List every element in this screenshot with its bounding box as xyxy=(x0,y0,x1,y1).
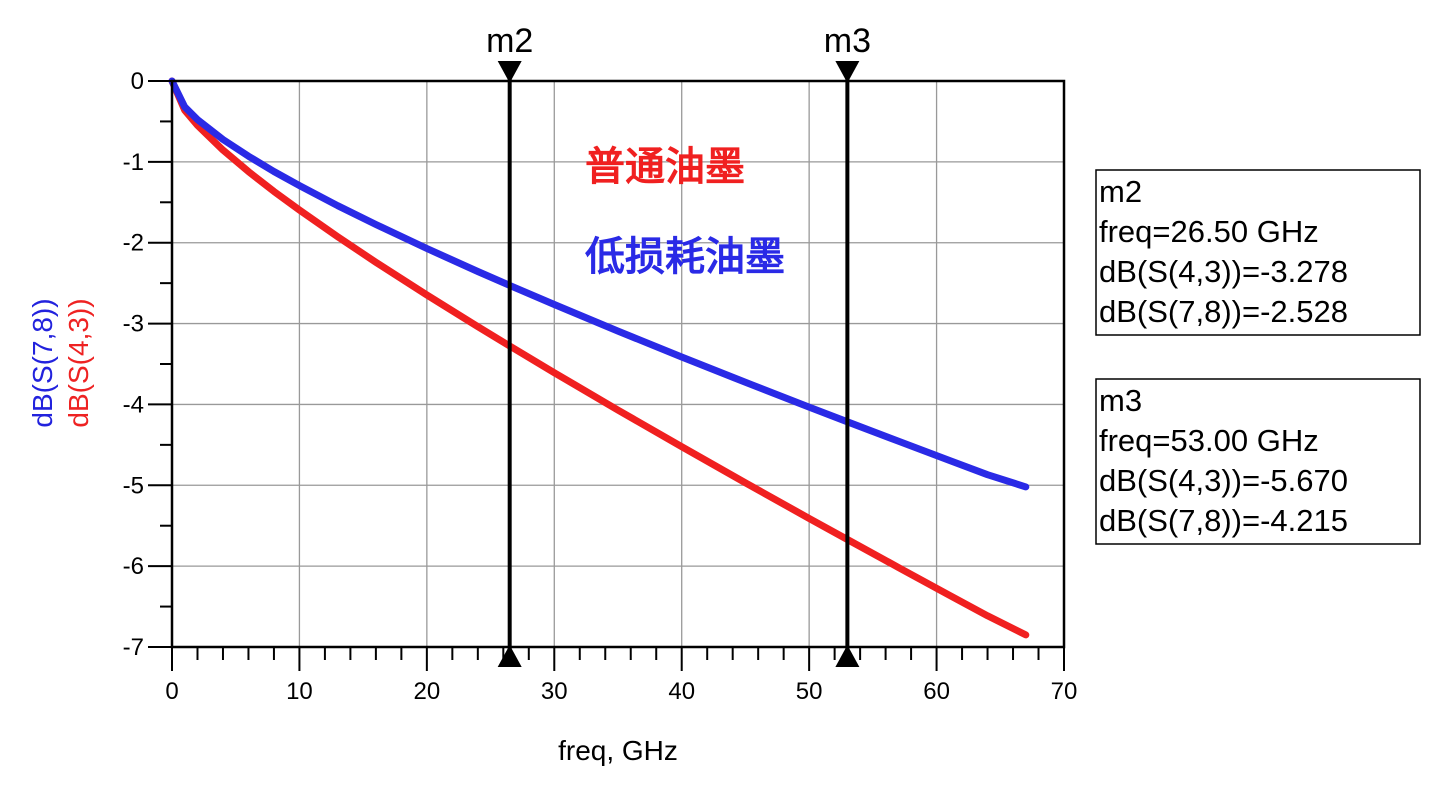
x-tick-label: 40 xyxy=(668,678,695,705)
marker-label-m3: m3 xyxy=(824,22,871,60)
y-tick-label: -6 xyxy=(123,553,144,580)
series-layer xyxy=(168,77,1030,639)
y-tick-label: -3 xyxy=(123,311,144,338)
y-tick-label: -2 xyxy=(123,230,144,257)
marker-readout-line: freq=26.50 GHz xyxy=(1099,214,1319,249)
y-tick-label: 0 xyxy=(131,68,144,95)
series-line-78 xyxy=(168,77,1030,491)
marker-readout-box-m3 xyxy=(1095,378,1421,545)
markers-layer: m2 m3 xyxy=(486,22,871,667)
y-tick-label: -7 xyxy=(123,634,144,661)
marker-readout-line: m3 xyxy=(1099,383,1142,418)
annotation-low-loss-ink: 低损耗油墨 xyxy=(585,235,785,279)
y-axis-label-s43: dB(S(4,3)) xyxy=(63,298,94,427)
x-tick-label: 0 xyxy=(165,678,178,705)
marker-readout-line: dB(S(7,8))=-2.528 xyxy=(1099,294,1348,329)
marker-triangle-up-icon xyxy=(835,645,860,667)
annotation-normal-ink: 普通油墨 xyxy=(585,145,745,189)
x-tick-label: 20 xyxy=(414,678,441,705)
marker-label-m2: m2 xyxy=(486,22,533,60)
y-tick-label: -4 xyxy=(123,391,144,418)
marker-triangle-down-icon xyxy=(835,61,860,83)
marker-triangle-up-icon xyxy=(497,645,522,667)
marker-readouts: m2 freq=26.50 GHz dB(S(4,3))=-3.278 dB(S(7,… xyxy=(1095,169,1421,545)
marker-readout-line: dB(S(4,3))=-3.278 xyxy=(1099,254,1348,289)
axis-ticks: 0 10 20 30 40 50 60 70 0 -1 -2 -3 -4 -5 -6 -7 xyxy=(123,68,1078,705)
y-tick-label: -5 xyxy=(123,472,144,499)
marker-readout-line: m2 xyxy=(1099,174,1142,209)
series-line-43 xyxy=(168,77,1030,639)
marker-readout-line: dB(S(4,3))=-5.670 xyxy=(1099,463,1348,498)
marker-triangle-down-icon xyxy=(497,61,522,83)
y-tick-label: -1 xyxy=(123,149,144,176)
x-tick-label: 30 xyxy=(541,678,568,705)
grid xyxy=(171,80,1065,648)
x-tick-label: 70 xyxy=(1051,678,1078,705)
marker-readout-line: dB(S(7,8))=-4.215 xyxy=(1099,503,1348,538)
x-tick-label: 60 xyxy=(923,678,950,705)
x-tick-label: 10 xyxy=(286,678,313,705)
marker-readout-line: freq=53.00 GHz xyxy=(1099,423,1319,458)
x-tick-label: 50 xyxy=(796,678,823,705)
marker-readout-box-m2 xyxy=(1095,169,1421,336)
y-axis-label-s78: dB(S(7,8)) xyxy=(27,298,58,427)
x-axis-label: freq, GHz xyxy=(558,735,678,766)
